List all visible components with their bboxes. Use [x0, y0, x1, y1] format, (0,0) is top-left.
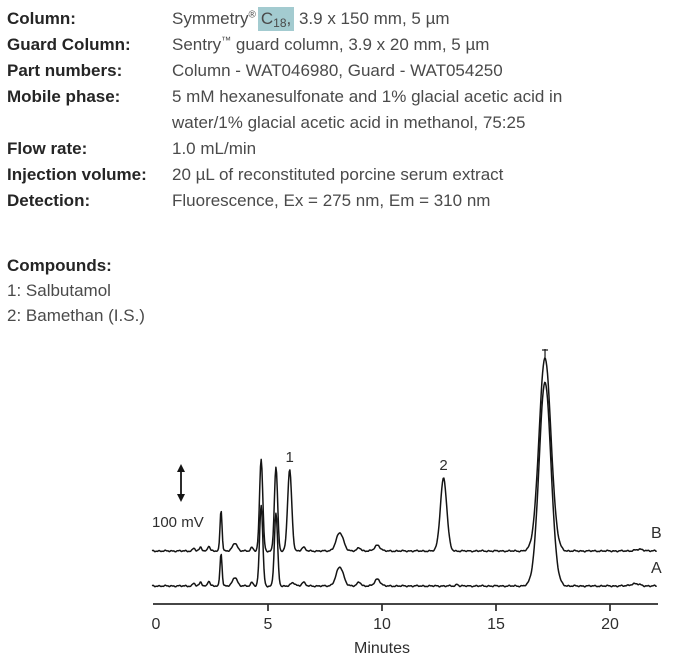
compounds-list: Compounds: 1: Salbutamol 2: Bamethan (I.…	[7, 253, 145, 328]
column-label: Column:	[7, 9, 76, 28]
trace-A-path	[151, 381, 657, 588]
mobile-phase-label: Mobile phase:	[7, 87, 121, 106]
trace-B-path	[151, 357, 657, 553]
flow-rate-value: 1.0 mL/min	[172, 139, 257, 158]
x-tick-label-10: 10	[373, 616, 391, 633]
x-tick-label-15: 15	[487, 616, 505, 633]
part-numbers-label: Part numbers:	[7, 61, 123, 80]
detection-value: Fluorescence, Ex = 275 nm, Em = 310 nm	[172, 191, 491, 210]
column-brand: Symmetry	[172, 9, 249, 28]
compound-item-1: 1: Salbutamol	[7, 281, 111, 300]
mobile-phase-line1: 5 mM hexanesulfonate and 1% glacial acet…	[172, 87, 563, 106]
guard-brand: Sentry	[172, 35, 222, 54]
c18-highlight: C18,	[257, 7, 295, 31]
guard-column-label: Guard Column:	[7, 35, 131, 54]
peak-label-2: 2	[439, 457, 447, 474]
part-numbers-value: Column - WAT046980, Guard - WAT054250	[172, 61, 503, 80]
x-tick-label-0: 0	[152, 616, 161, 633]
x-tick-label-20: 20	[601, 616, 619, 633]
x-tick-label-5: 5	[264, 616, 273, 633]
trace-label-A: A	[651, 560, 662, 577]
registered-mark: ®	[248, 9, 256, 21]
c18-subscript: 18	[273, 16, 287, 30]
flow-rate-label: Flow rate:	[7, 139, 88, 158]
scale-arrow-down-head-icon	[177, 494, 185, 502]
c18-comma: ,	[286, 9, 292, 28]
detection-label: Detection:	[7, 191, 91, 210]
injection-volume-value: 20 µL of reconstituted porcine serum ext…	[172, 165, 504, 184]
compounds-heading: Compounds:	[7, 256, 112, 275]
trace-label-B: B	[651, 525, 662, 542]
scale-arrow-up-head-icon	[177, 464, 185, 472]
method-parameters: Column: Symmetry® C18, 3.9 x 150 mm, 5 µm…	[7, 6, 667, 214]
c18-letter: C	[260, 9, 274, 28]
trademark-mark: ™	[221, 35, 232, 47]
scale-label: 100 mV	[152, 514, 204, 531]
column-specs: 3.9 x 150 mm, 5 µm	[294, 9, 450, 28]
injection-volume-label: Injection volume:	[7, 165, 147, 184]
guard-specs: guard column, 3.9 x 20 mm, 5 µm	[231, 35, 490, 54]
compound-item-2: 2: Bamethan (I.S.)	[7, 306, 145, 325]
mobile-phase-value: 5 mM hexanesulfonate and 1% glacial acet…	[172, 84, 667, 136]
x-axis-title: Minutes	[354, 640, 410, 657]
guard-column-value: Sentry™ guard column, 3.9 x 20 mm, 5 µm	[172, 32, 667, 58]
peak-label-1: 1	[285, 449, 293, 466]
column-value: Symmetry® C18, 3.9 x 150 mm, 5 µm	[172, 6, 667, 32]
mobile-phase-line2: water/1% glacial acetic acid in methanol…	[172, 113, 526, 132]
